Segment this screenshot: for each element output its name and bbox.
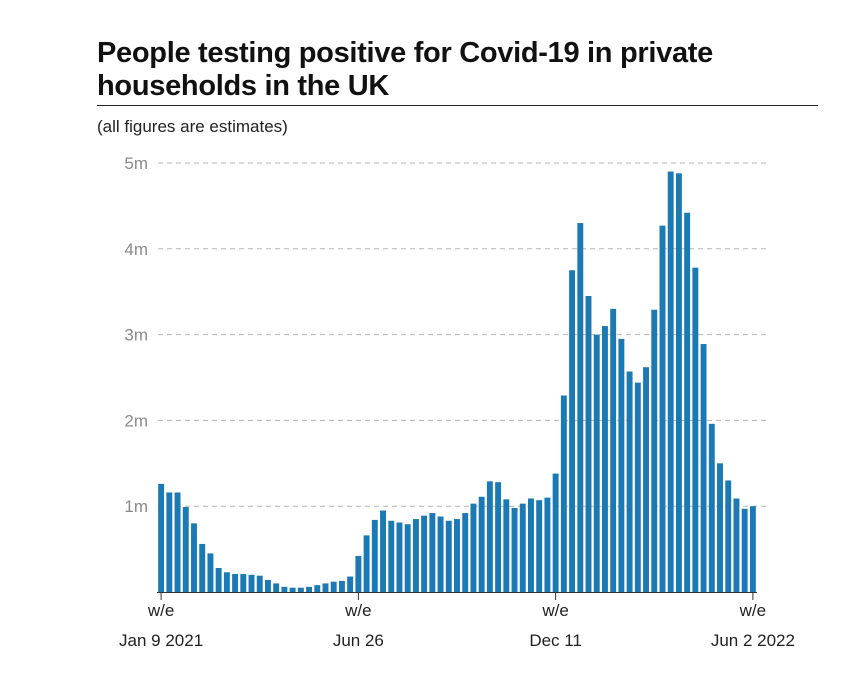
bar xyxy=(528,498,534,592)
bar xyxy=(675,173,682,593)
bar xyxy=(462,513,469,592)
bar xyxy=(182,507,189,592)
bar xyxy=(708,423,715,592)
bar xyxy=(248,574,255,592)
bar xyxy=(363,535,370,592)
bar xyxy=(215,567,222,592)
bar xyxy=(232,573,239,592)
bar xyxy=(174,492,181,592)
bar xyxy=(347,576,354,592)
bar xyxy=(297,587,304,592)
bar xyxy=(659,225,666,592)
bar xyxy=(256,575,263,592)
bar xyxy=(404,524,411,592)
y-tick-label: 2m xyxy=(124,411,148,430)
bar xyxy=(700,344,707,592)
bar xyxy=(421,515,428,592)
bar xyxy=(601,326,608,592)
bar xyxy=(306,586,313,592)
x-tick-label-line2: Jan 9 2021 xyxy=(119,631,203,650)
y-tick-label: 3m xyxy=(124,326,148,345)
title-divider xyxy=(97,105,818,106)
x-tick-label-line1: w/e xyxy=(541,601,568,620)
bar xyxy=(166,492,173,592)
bar xyxy=(454,519,460,592)
bar xyxy=(733,498,740,592)
y-tick-label: 4m xyxy=(124,240,148,259)
bar xyxy=(544,497,551,592)
x-axis xyxy=(157,592,757,600)
bar xyxy=(412,519,419,592)
bar xyxy=(717,463,723,592)
bar xyxy=(634,382,641,592)
bar xyxy=(536,500,543,592)
y-tick-label: 5m xyxy=(124,154,148,173)
bar xyxy=(749,506,756,592)
bar xyxy=(314,585,321,592)
bars xyxy=(158,171,756,593)
axis-labels: 1m 2m 3m 4m 5m w/e Jan 9 2021 w/e Jun 26 w/e Dec 1… xyxy=(119,154,795,650)
bar xyxy=(396,522,403,592)
bar xyxy=(495,482,502,592)
x-tick-label-line1: w/e xyxy=(344,601,371,620)
x-tick-label-line2: Dec 11 xyxy=(529,631,582,650)
chart-title: People testing positive for Covid-19 in … xyxy=(97,37,713,102)
bar xyxy=(552,473,559,592)
bar xyxy=(511,507,518,592)
bar xyxy=(322,583,329,592)
bar xyxy=(445,520,452,592)
x-tick-label-line2: Jun 2 2022 xyxy=(711,631,795,650)
bar xyxy=(486,481,493,592)
bar xyxy=(355,555,362,592)
bar xyxy=(643,367,649,592)
bar xyxy=(651,309,658,592)
bar xyxy=(223,572,230,592)
bar xyxy=(371,519,378,592)
bar xyxy=(684,212,691,592)
bar xyxy=(618,338,625,592)
bar xyxy=(338,580,345,592)
bar xyxy=(281,586,288,592)
y-tick-label: 1m xyxy=(124,497,148,516)
chart-subtitle: (all figures are estimates) xyxy=(97,117,288,136)
bar xyxy=(265,579,271,592)
bar xyxy=(585,295,592,592)
bar xyxy=(478,496,485,592)
bar xyxy=(692,267,699,592)
x-tick-label-line1: w/e xyxy=(739,601,766,620)
bar xyxy=(289,587,296,592)
bar xyxy=(577,223,584,592)
bar xyxy=(610,308,617,592)
bar xyxy=(667,171,674,592)
bar xyxy=(437,516,444,592)
bar xyxy=(503,499,510,592)
bar xyxy=(240,573,247,592)
bar xyxy=(191,523,197,592)
bar xyxy=(470,503,477,592)
x-tick-label-line2: Jun 26 xyxy=(333,631,384,650)
bar xyxy=(593,334,600,592)
bar xyxy=(569,270,576,592)
x-tick-label-line1: w/e xyxy=(147,601,174,620)
bar xyxy=(560,395,567,592)
bar xyxy=(626,371,633,592)
bar xyxy=(380,510,386,592)
bar xyxy=(741,508,748,592)
bar xyxy=(273,583,280,592)
bar xyxy=(199,543,206,592)
gridlines xyxy=(158,162,770,507)
bar xyxy=(725,480,732,592)
bar xyxy=(330,581,337,592)
bar xyxy=(519,503,526,592)
bar xyxy=(388,520,395,592)
bar xyxy=(158,483,165,592)
bar xyxy=(207,553,214,592)
bar xyxy=(429,513,436,592)
